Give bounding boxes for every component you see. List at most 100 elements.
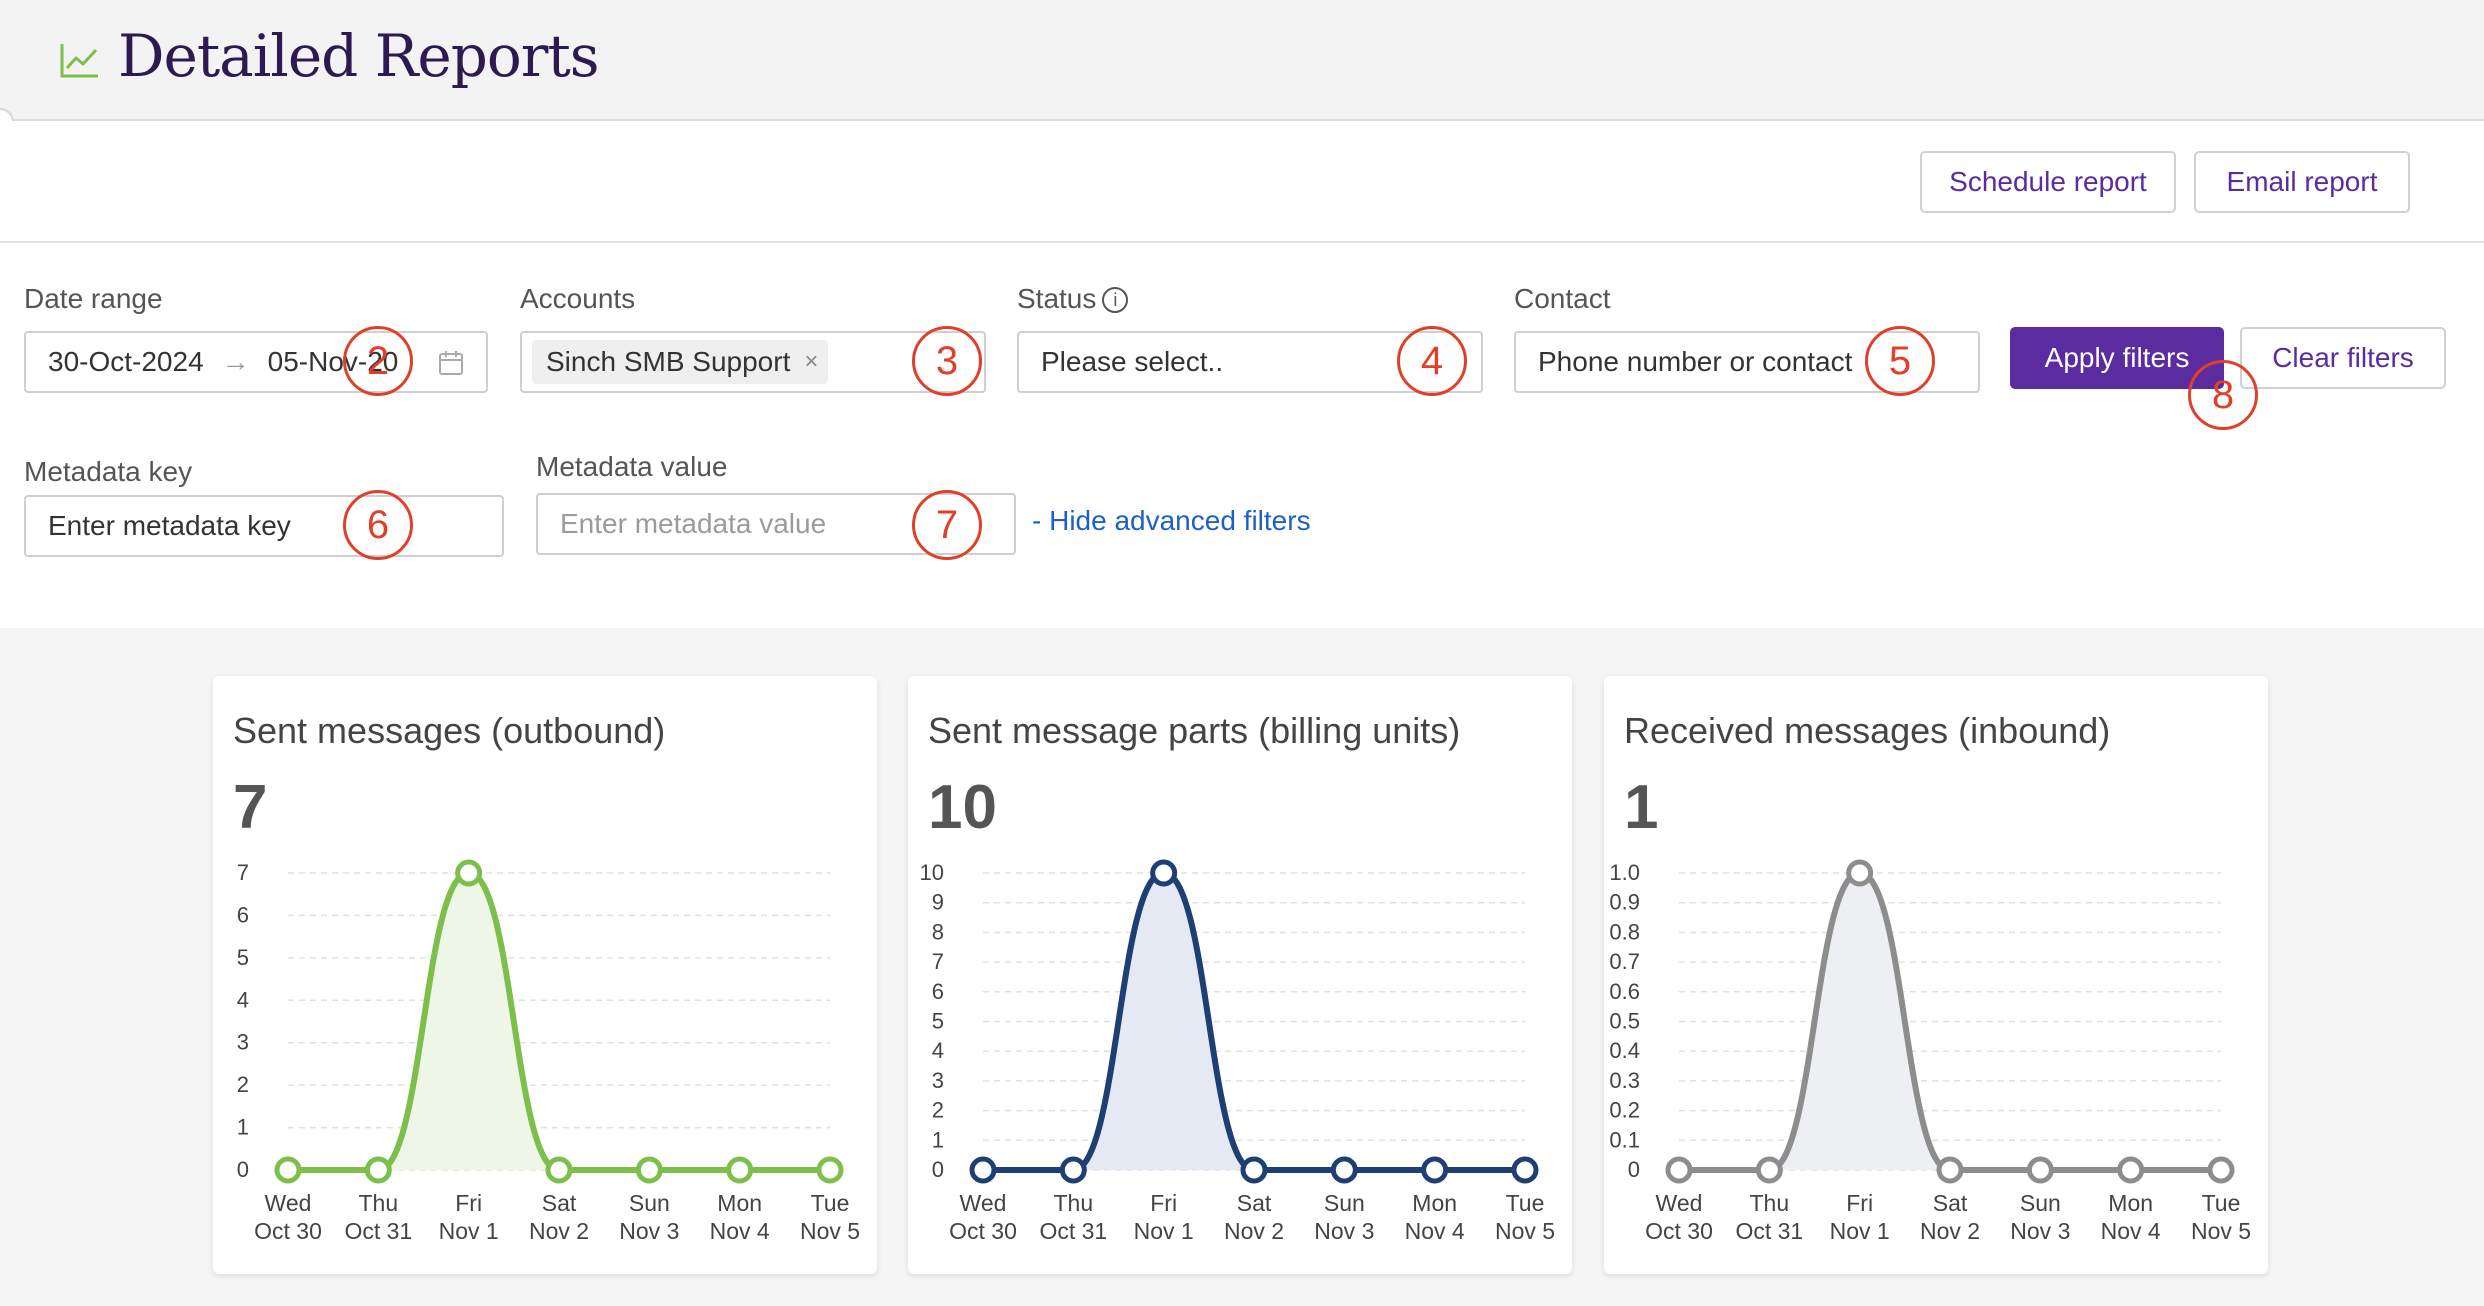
x-tick-date: Nov 4 [1405,1218,1465,1244]
data-point[interactable] [1330,1156,1358,1184]
data-point[interactable] [635,1156,663,1184]
x-tick-weekday: Fri [1846,1190,1873,1216]
series-line [288,869,830,1174]
annotation-marker: 4 [1397,326,1467,396]
data-point[interactable] [1755,1156,1783,1184]
x-tick-weekday: Thu [1750,1190,1790,1216]
x-tick-weekday: Tue [811,1190,850,1216]
y-tick-label: 7 [932,949,944,974]
x-tick-weekday: Wed [265,1190,312,1216]
data-point[interactable] [1846,859,1874,887]
data-point[interactable] [1150,859,1178,887]
x-tick-weekday: Sun [629,1190,670,1216]
calendar-icon[interactable] [438,350,464,376]
date-range-arrow-icon: → [221,346,250,377]
data-point[interactable] [1936,1156,1964,1184]
y-tick-label: 0 [237,1157,249,1182]
data-point[interactable] [274,1156,302,1184]
metadata-value-placeholder: Enter metadata value [560,508,827,539]
page-header: Detailed Reports [0,0,2484,121]
series-line [983,869,1525,1174]
data-point[interactable] [1511,1156,1539,1184]
x-tick-date: Nov 5 [2191,1218,2251,1244]
date-range-start[interactable]: 30-Oct-2024 [48,346,204,377]
schedule-report-button[interactable]: Schedule report [1920,151,2176,213]
x-tick-weekday: Sun [2020,1190,2061,1216]
y-tick-label: 1 [932,1127,944,1152]
data-point[interactable] [1059,1156,1087,1184]
apply-filters-button[interactable]: Apply filters [2010,327,2224,389]
y-tick-label: 0.8 [1609,919,1640,944]
x-tick-date: Nov 4 [710,1218,770,1244]
x-tick-date: Oct 30 [949,1218,1017,1244]
y-tick-label: 0.7 [1609,949,1640,974]
annotation-marker: 8 [2188,360,2258,430]
data-point[interactable] [455,859,483,887]
metadata-value-label: Metadata value [536,451,728,482]
annotation-marker: 6 [343,490,413,560]
account-tag: Sinch SMB Support × [532,340,829,384]
card-title: Sent message parts (billing units) [928,710,1461,751]
card-total: 10 [928,773,997,842]
y-tick-label: 0.5 [1609,1009,1640,1034]
remove-tag-icon[interactable]: × [804,348,819,375]
x-tick-weekday: Mon [717,1190,762,1216]
data-point[interactable] [545,1156,573,1184]
y-tick-label: 0 [1628,1157,1640,1182]
x-tick-date: Nov 1 [439,1218,499,1244]
contact-label: Contact [1514,283,1611,314]
y-tick-label: 0.3 [1609,1068,1640,1093]
annotation-marker: 3 [912,326,982,396]
annotation-marker: 2 [343,326,413,396]
x-tick-weekday: Sat [542,1190,577,1216]
report-actions-bar: Schedule report Email report [0,121,2484,243]
data-point[interactable] [2026,1156,2054,1184]
status-label-group: Status i [1017,283,1129,315]
card-title: Sent messages (outbound) [233,710,666,751]
date-range-picker[interactable]: 30-Oct-2024 → 05-Nov-2024 [24,331,488,393]
data-point[interactable] [816,1156,844,1184]
y-tick-label: 0.9 [1609,890,1640,915]
y-tick-label: 0.1 [1609,1127,1640,1152]
y-tick-label: 4 [237,987,249,1012]
sent-messages-card: Sent messages (outbound) 7 0 1 2 3 4 5 6 7 Wed Oc… [213,676,877,1274]
x-tick-date: Oct 30 [1645,1218,1713,1244]
email-report-button[interactable]: Email report [2194,151,2410,213]
y-tick-label: 7 [237,860,249,885]
y-tick-label: 0.2 [1609,1098,1640,1123]
x-tick-date: Nov 1 [1134,1218,1194,1244]
status-placeholder: Please select.. [1041,346,1224,377]
data-point[interactable] [726,1156,754,1184]
y-tick-label: 0.4 [1609,1038,1640,1063]
card-total: 7 [233,773,268,842]
date-range-label: Date range [24,283,163,314]
x-tick-date: Nov 4 [2101,1218,2161,1244]
data-point[interactable] [1240,1156,1268,1184]
y-tick-label: 0 [932,1157,944,1182]
hide-advanced-filters-link[interactable]: - Hide advanced filters [1032,505,1311,536]
info-icon[interactable]: i [1102,287,1129,313]
data-point[interactable] [2207,1156,2235,1184]
data-point[interactable] [1421,1156,1449,1184]
accounts-select[interactable]: Sinch SMB Support × [520,331,986,393]
y-tick-label: 0.6 [1609,979,1640,1004]
x-tick-weekday: Sat [1933,1190,1968,1216]
data-point[interactable] [364,1156,392,1184]
page-title: Detailed Reports [118,22,600,90]
data-point[interactable] [969,1156,997,1184]
series-line [1679,869,2221,1174]
filters-panel: Date range 30-Oct-2024 → 05-Nov-2024 Acc… [0,243,2484,628]
y-tick-label: 1.0 [1609,860,1640,885]
clear-filters-button[interactable]: Clear filters [2240,327,2446,389]
y-tick-label: 3 [932,1068,944,1093]
metadata-key-input[interactable]: Enter metadata key [24,495,504,557]
x-tick-weekday: Mon [2108,1190,2153,1216]
x-tick-date: Nov 3 [2010,1218,2070,1244]
data-point[interactable] [2117,1156,2145,1184]
y-tick-label: 10 [920,860,944,885]
data-point[interactable] [1665,1156,1693,1184]
metadata-key-placeholder: Enter metadata key [48,510,291,541]
